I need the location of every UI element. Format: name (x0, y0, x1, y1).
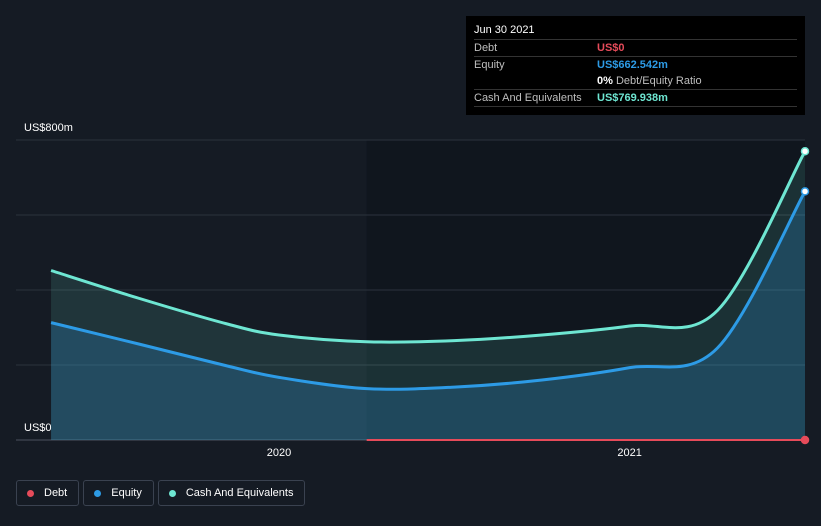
debt-end-point (800, 435, 810, 445)
legend-item-cash[interactable]: Cash And Equivalents (157, 480, 306, 506)
legend-item-equity[interactable]: Equity (83, 480, 154, 506)
tooltip-equity-value: US$662.542m (597, 59, 668, 71)
tooltip-debt-label: Debt (474, 42, 498, 54)
legend-equity-label: Equity (111, 487, 142, 499)
legend: Debt Equity Cash And Equivalents (16, 480, 306, 506)
tooltip-cash-value: US$769.938m (597, 92, 668, 104)
equity-line (50, 190, 807, 391)
legend-item-debt[interactable]: Debt (16, 480, 80, 506)
tooltip-cash-label: Cash And Equivalents (474, 92, 582, 104)
tooltip-date: Jun 30 2021 (474, 24, 535, 36)
tooltip-ratio-row: 0% Debt/Equity Ratio (474, 73, 797, 89)
tooltip-panel: Jun 30 2021 Debt US$0 Equity US$662.542m… (466, 16, 805, 115)
legend-cash-dot-icon (168, 489, 176, 497)
tooltip-equity-row: Equity US$662.542m (474, 56, 797, 73)
x-tick-label-2020: 2020 (266, 447, 292, 459)
equity-end-point (800, 187, 810, 196)
y-tick-label-top: US$800m (24, 122, 73, 134)
legend-debt-label: Debt (44, 487, 68, 499)
tooltip-cash-row: Cash And Equivalents US$769.938m (474, 89, 797, 107)
equity-area (51, 191, 806, 440)
tooltip-equity-label: Equity (474, 59, 505, 71)
tooltip-ratio-label: Debt/Equity Ratio (615, 75, 702, 87)
legend-cash-label: Cash And Equivalents (185, 487, 294, 499)
cash-and-equivalents-end-point (800, 147, 810, 156)
tooltip-debt-row: Debt US$0 (474, 39, 797, 56)
x-tick-label-2021: 2021 (617, 447, 642, 459)
tooltip-debt-value: US$0 (597, 42, 625, 54)
tooltip-ratio-value: 0% (597, 75, 613, 87)
y-tick-label-bottom: US$0 (24, 422, 52, 434)
legend-equity-dot-icon (94, 489, 102, 497)
cash-and-equivalents-line (50, 150, 807, 344)
legend-debt-dot-icon (27, 489, 34, 497)
